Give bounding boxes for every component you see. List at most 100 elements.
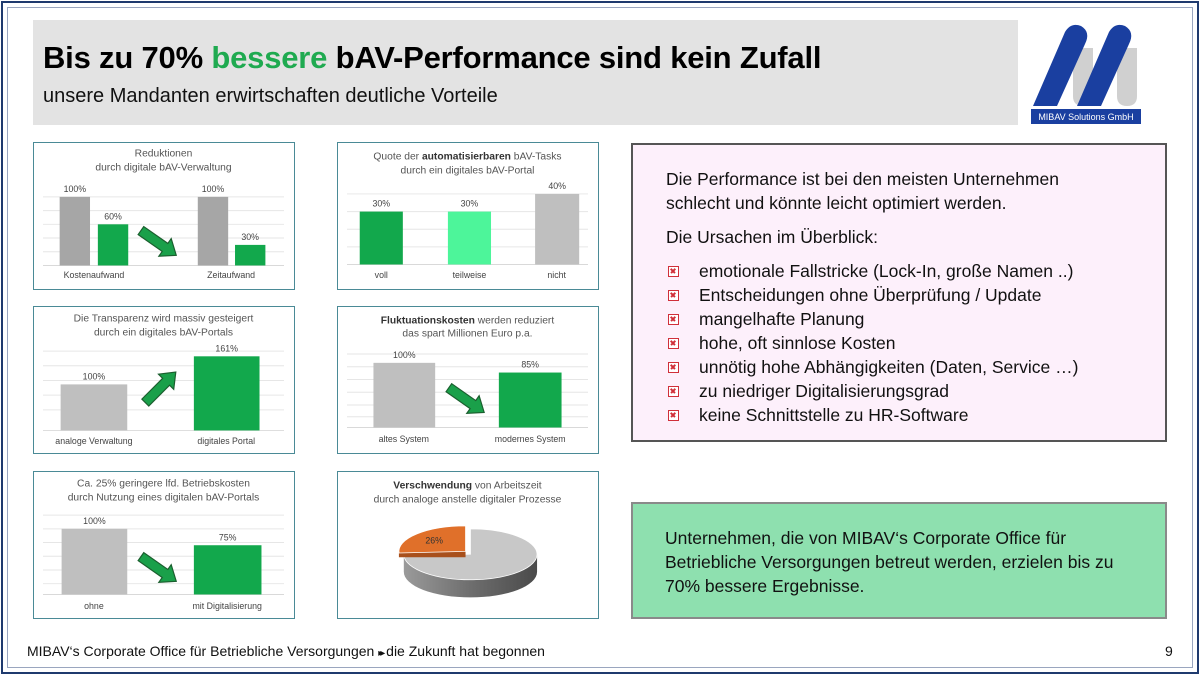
list-item: emotionale Fallstricke (Lock-In, große N…: [666, 259, 1165, 283]
chart-title-segment: Die Transparenz wird massiv gesteigert: [74, 314, 254, 325]
chart-svg: 100% 100% 60% 30% Kostenaufwand Zeitaufwand Re…: [42, 149, 285, 280]
data-label: 60%: [104, 211, 122, 221]
chart-title-segment: von Arbeitszeit: [472, 481, 542, 492]
mibav-logo-icon: MIBAV Solutions GmbH: [1031, 24, 1141, 124]
chart-title-line: Fluktuationskosten werden reduziert: [381, 316, 555, 327]
x-box-icon: [668, 337, 679, 349]
chart-title-segment: Quote der: [373, 152, 422, 163]
chart-title-line: Verschwendung von Arbeitszeit: [393, 481, 541, 492]
data-label: 30%: [461, 199, 479, 209]
bar: [97, 224, 129, 266]
category-label: teilweise: [453, 270, 487, 280]
data-label: 100%: [393, 350, 416, 360]
list-item: hohe, oft sinnlose Kosten: [666, 331, 1165, 355]
list-item: keine Schnittstelle zu HR-Software: [666, 403, 1165, 427]
bar: [60, 384, 128, 431]
chart-svg: 30% 30% 40% voll teilweise nicht Quote der aut…: [346, 152, 589, 280]
problems-intro: Die Performance ist bei den meisten Unte…: [666, 169, 1059, 213]
data-label: 30%: [372, 199, 390, 209]
arrow-shape: [137, 551, 178, 583]
data-label: 30%: [241, 232, 259, 242]
page-number: 9: [1165, 643, 1173, 659]
x-box-icon: [668, 265, 679, 277]
category-label: altes System: [379, 434, 429, 444]
bar: [373, 362, 436, 428]
arrow-icon: [137, 225, 178, 257]
bar: [193, 545, 262, 595]
bar: [197, 196, 229, 266]
list-item: Entscheidungen ohne Überprüfung / Update: [666, 283, 1165, 307]
bar: [535, 193, 580, 265]
chart-title-segment: durch analoge anstelle digitaler Prozess…: [374, 494, 562, 505]
chart-title-line: durch analoge anstelle digitaler Prozess…: [374, 494, 562, 505]
slide-title: Bis zu 70% bessere bAV-Performance sind …: [43, 40, 822, 75]
data-label: 100%: [64, 184, 87, 194]
arrow-icon: [137, 551, 178, 583]
chart-title-segment: durch digitale bAV-Verwaltung: [95, 162, 231, 173]
chart-title-line: Reduktionen: [135, 149, 193, 160]
chart-fluctuation-costs: 100% 85% altes System modernes System Fluktu…: [337, 306, 599, 454]
pie-slice: [403, 528, 538, 581]
slide-header: Bis zu 70% bessere bAV-Performance sind …: [33, 20, 1018, 125]
chart-title-segment: Reduktionen: [135, 149, 193, 160]
chart-automation-quota: 30% 30% 40% voll teilweise nicht Quote der aut…: [337, 142, 599, 290]
category-label: nicht: [547, 270, 566, 280]
pie-slice: [398, 525, 466, 554]
result-text: Unternehmen, die von MIBAV‘s Corporate O…: [665, 528, 1114, 596]
category-label: modernes System: [495, 434, 566, 444]
chart-title-segment: werden reduziert: [475, 316, 554, 327]
slide-subtitle: unsere Mandanten erwirtschaften deutlich…: [43, 85, 498, 107]
list-item: zu niedriger Digitalisierungsgrad: [666, 379, 1165, 403]
chart-title-segment: durch ein digitales bAV-Portals: [94, 327, 233, 338]
arrow-shape: [445, 382, 485, 415]
problems-panel: Die Performance ist bei den meisten Unte…: [631, 143, 1167, 442]
bar: [59, 196, 91, 266]
chart-title-segment: Ca. 25% geringere lfd. Betriebskosten: [77, 479, 250, 490]
chart-title-segment: Verschwendung: [393, 481, 472, 492]
bar: [61, 528, 128, 595]
bar: [447, 211, 492, 265]
bar: [193, 356, 260, 431]
data-label: 40%: [548, 181, 566, 191]
chart-title-line: durch digitale bAV-Verwaltung: [95, 162, 231, 173]
data-label: 100%: [202, 184, 225, 194]
chart-title-line: durch ein digitales bAV-Portal: [401, 165, 535, 176]
chart-title-segment: Fluktuationskosten: [381, 316, 475, 327]
chart-title-segment: bAV-Tasks: [511, 152, 562, 163]
chart-title-line: durch Nutzung eines digitalen bAV-Portal…: [68, 492, 260, 503]
chart-svg: 100% 75% ohne mit Digitalisierung Ca. 25% ge…: [42, 479, 285, 611]
chart-title-line: das spart Millionen Euro p.a.: [402, 328, 532, 339]
title-highlight: bessere: [211, 40, 328, 75]
x-box-icon: [668, 313, 679, 325]
double-arrow-icon: ▸▸: [378, 648, 385, 659]
x-box-icon: [668, 385, 679, 397]
chart-svg: 100% 85% altes System modernes System Fluktu…: [346, 316, 589, 444]
causes-heading: Die Ursachen im Überblick:: [666, 227, 879, 247]
chart-title-segment: das spart Millionen Euro p.a.: [402, 328, 532, 339]
bar: [235, 244, 266, 266]
company-logo: MIBAV Solutions GmbH: [1025, 18, 1145, 128]
chart-title-line: Quote der automatisierbaren bAV-Tasks: [373, 152, 561, 163]
arrow-shape: [137, 225, 178, 257]
x-box-icon: [668, 289, 679, 301]
category-label: mit Digitalisierung: [192, 601, 262, 611]
arrow-icon: [445, 382, 485, 415]
x-box-icon: [668, 361, 679, 373]
chart-title-line: Ca. 25% geringere lfd. Betriebskosten: [77, 479, 250, 490]
chart-title-segment: durch ein digitales bAV-Portal: [401, 165, 535, 176]
chart-title-segment: durch Nutzung eines digitalen bAV-Portal…: [68, 492, 260, 503]
chart-svg: 100% 161% analoge Verwaltung digitales Port…: [42, 314, 285, 446]
chart-transparency: 100% 161% analoge Verwaltung digitales Port…: [33, 306, 295, 454]
bar: [359, 211, 403, 265]
chart-time-waste-pie: Verschwendung von Arbeitszeit durch analo…: [337, 471, 599, 619]
data-label: 100%: [83, 516, 106, 526]
pie-slice-exploded: [398, 525, 466, 558]
chart-title-line: Die Transparenz wird massiv gesteigert: [74, 314, 254, 325]
category-label: ohne: [84, 601, 104, 611]
bar: [498, 372, 562, 428]
data-label: 100%: [83, 372, 106, 382]
data-label: 75%: [219, 532, 237, 542]
chart-title-segment: automatisierbaren: [422, 152, 511, 163]
x-box-icon: [668, 409, 679, 421]
